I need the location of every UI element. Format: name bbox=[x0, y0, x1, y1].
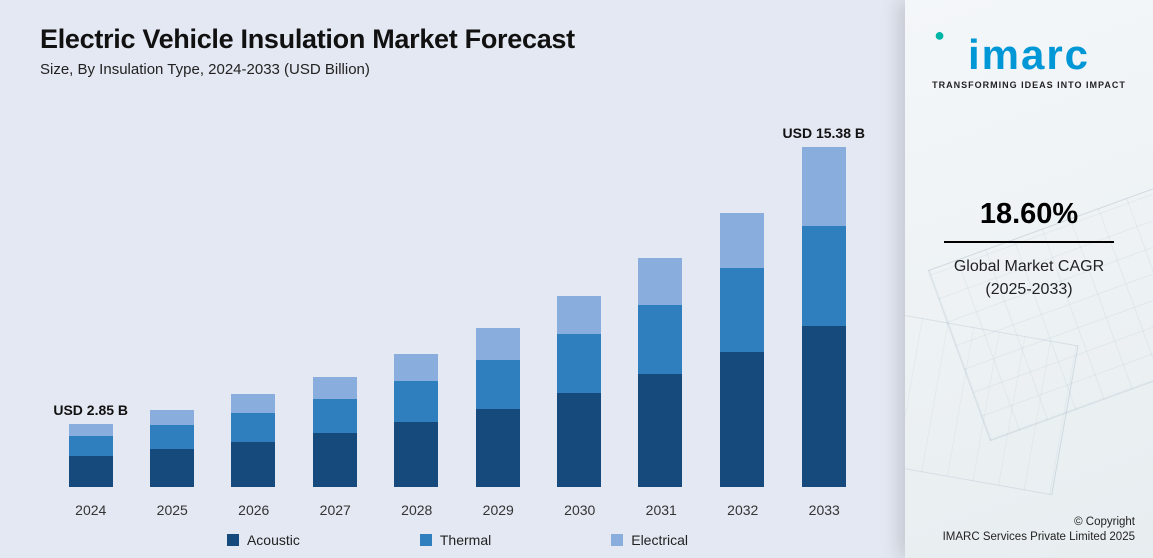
cagr-divider bbox=[944, 241, 1114, 243]
cagr-label-line2: (2025-2033) bbox=[985, 281, 1072, 298]
bar-segment-acoustic bbox=[720, 352, 764, 487]
bar-segment-acoustic bbox=[394, 422, 438, 487]
x-axis: 2024202520262027202820292030203120322033 bbox=[40, 488, 875, 518]
legend-label: Electrical bbox=[631, 532, 688, 548]
cagr-label-line1: Global Market CAGR bbox=[954, 258, 1104, 275]
bar-segment-acoustic bbox=[557, 393, 601, 487]
bar-segment-thermal bbox=[394, 381, 438, 422]
stacked-bar bbox=[394, 354, 438, 487]
bar-column bbox=[213, 108, 294, 487]
bar-column: USD 15.38 B bbox=[783, 108, 865, 487]
legend-swatch-icon bbox=[611, 534, 623, 546]
bar-column bbox=[457, 108, 538, 487]
bar-annotation: USD 15.38 B bbox=[783, 125, 865, 141]
legend-item: Electrical bbox=[611, 532, 688, 548]
bar-segment-electrical bbox=[69, 424, 113, 436]
legend-label: Acoustic bbox=[247, 532, 300, 548]
chart-area: USD 2.85 BUSD 15.38 B 202420252026202720… bbox=[40, 108, 875, 548]
cagr-label: Global Market CAGR (2025-2033) bbox=[944, 255, 1114, 301]
legend-swatch-icon bbox=[420, 534, 432, 546]
legend-swatch-icon bbox=[227, 534, 239, 546]
chart-subtitle: Size, By Insulation Type, 2024-2033 (USD… bbox=[40, 61, 875, 78]
bar-column bbox=[620, 108, 701, 487]
legend-label: Thermal bbox=[440, 532, 491, 548]
bar-segment-electrical bbox=[557, 296, 601, 335]
bar-segment-thermal bbox=[313, 399, 357, 433]
stacked-bar bbox=[802, 147, 846, 487]
bar-segment-acoustic bbox=[69, 456, 113, 487]
bar-segment-electrical bbox=[638, 258, 682, 304]
bar-segment-electrical bbox=[476, 328, 520, 360]
logo-wordmark: ●imarc bbox=[932, 34, 1126, 76]
stacked-bar bbox=[476, 328, 520, 487]
bar-segment-acoustic bbox=[313, 433, 357, 487]
bar-column bbox=[131, 108, 212, 487]
bar-column bbox=[294, 108, 375, 487]
copyright-line2: IMARC Services Private Limited 2025 bbox=[943, 531, 1135, 543]
bar-segment-thermal bbox=[476, 360, 520, 409]
side-panel: ●imarc TRANSFORMING IDEAS INTO IMPACT 18… bbox=[905, 0, 1153, 558]
legend-item: Thermal bbox=[420, 532, 491, 548]
bar-segment-acoustic bbox=[638, 374, 682, 487]
bar-segment-acoustic bbox=[802, 326, 846, 487]
x-tick-label: 2033 bbox=[784, 502, 866, 518]
cagr-value: 18.60% bbox=[944, 198, 1114, 231]
bar-column: USD 2.85 B bbox=[50, 108, 131, 487]
copyright-line1: © Copyright bbox=[1074, 516, 1135, 528]
bar-column bbox=[701, 108, 782, 487]
bar-column bbox=[538, 108, 619, 487]
copyright: © Copyright IMARC Services Private Limit… bbox=[943, 515, 1135, 546]
bar-segment-thermal bbox=[557, 334, 601, 393]
stacked-bar bbox=[313, 377, 357, 488]
bar-segment-thermal bbox=[69, 436, 113, 456]
chart-title: Electric Vehicle Insulation Market Forec… bbox=[40, 24, 875, 55]
x-tick-label: 2026 bbox=[213, 502, 295, 518]
bar-column bbox=[376, 108, 457, 487]
bar-segment-electrical bbox=[231, 394, 275, 413]
stacked-bar bbox=[557, 296, 601, 487]
bar-segment-thermal bbox=[150, 425, 194, 449]
x-tick-label: 2029 bbox=[458, 502, 540, 518]
x-tick-label: 2024 bbox=[50, 502, 132, 518]
bar-segment-electrical bbox=[394, 354, 438, 381]
chart-panel: Electric Vehicle Insulation Market Forec… bbox=[0, 0, 905, 558]
bar-segment-thermal bbox=[720, 268, 764, 352]
bar-segment-electrical bbox=[313, 377, 357, 399]
logo-text: imarc bbox=[968, 31, 1090, 78]
x-tick-label: 2027 bbox=[295, 502, 377, 518]
stacked-bar bbox=[150, 410, 194, 487]
cagr-block: 18.60% Global Market CAGR (2025-2033) bbox=[944, 198, 1114, 301]
bar-segment-thermal bbox=[802, 226, 846, 325]
bar-segment-acoustic bbox=[476, 409, 520, 487]
stacked-bar bbox=[231, 394, 275, 487]
plot: USD 2.85 B USD 15.38 B bbox=[40, 108, 875, 488]
x-tick-label: 2031 bbox=[621, 502, 703, 518]
bar-segment-electrical bbox=[150, 410, 194, 425]
root: Electric Vehicle Insulation Market Forec… bbox=[0, 0, 1153, 558]
bar-segment-acoustic bbox=[231, 442, 275, 487]
stacked-bar bbox=[720, 213, 764, 487]
bar-segment-thermal bbox=[231, 413, 275, 442]
logo-tagline: TRANSFORMING IDEAS INTO IMPACT bbox=[932, 80, 1126, 90]
x-tick-label: 2028 bbox=[376, 502, 458, 518]
legend-item: Acoustic bbox=[227, 532, 300, 548]
logo: ●imarc TRANSFORMING IDEAS INTO IMPACT bbox=[932, 34, 1126, 90]
bar-segment-thermal bbox=[638, 305, 682, 375]
bar-segment-acoustic bbox=[150, 449, 194, 487]
x-tick-label: 2030 bbox=[539, 502, 621, 518]
stacked-bar bbox=[69, 424, 113, 487]
logo-dot-icon: ● bbox=[934, 26, 947, 44]
legend: Acoustic Thermal Electrical bbox=[40, 532, 875, 548]
bar-segment-electrical bbox=[802, 147, 846, 226]
x-tick-label: 2025 bbox=[132, 502, 214, 518]
stacked-bar bbox=[638, 258, 682, 487]
x-tick-label: 2032 bbox=[702, 502, 784, 518]
bar-annotation: USD 2.85 B bbox=[53, 402, 128, 418]
bar-segment-electrical bbox=[720, 213, 764, 268]
